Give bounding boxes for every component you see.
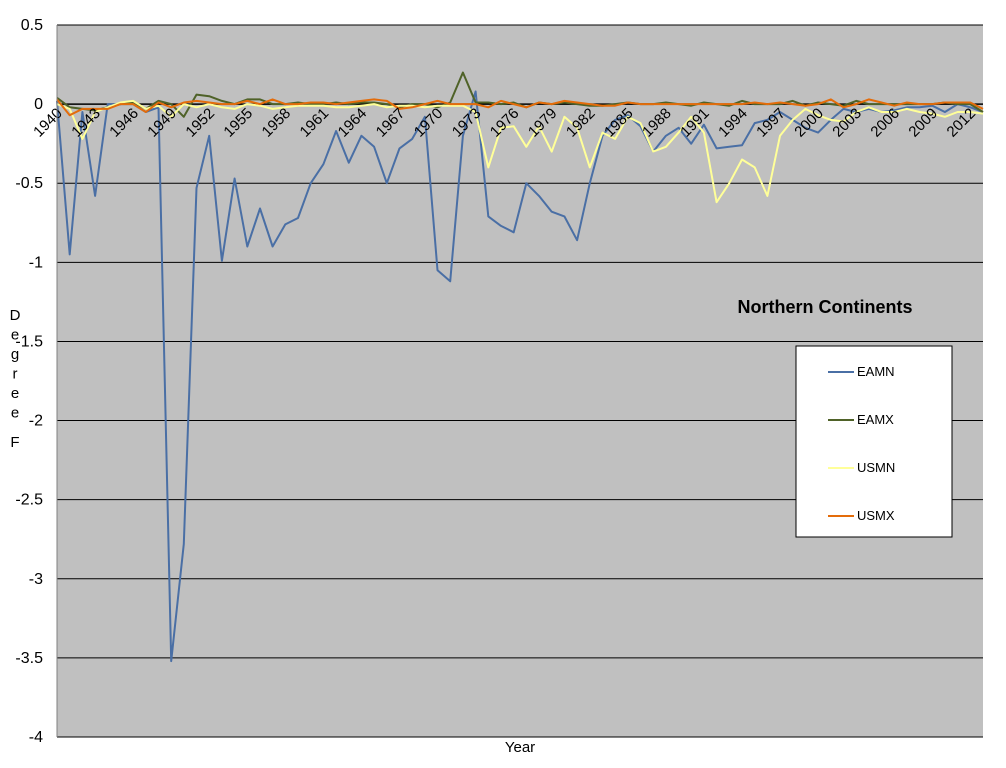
y-axis-label-char: r — [13, 366, 18, 383]
y-axis-label-char: F — [10, 434, 19, 451]
y-tick-label: -1 — [29, 254, 43, 271]
series-line-usmn — [56, 99, 984, 204]
y-axis-label-char: e — [11, 385, 19, 402]
y-tick-label: 0 — [34, 96, 43, 113]
legend-label-eamx: EAMX — [857, 412, 894, 427]
y-tick-label: -1.5 — [15, 333, 43, 350]
series-lines — [56, 71, 984, 663]
y-tick-label: -3 — [29, 571, 43, 588]
y-tick-label: 0.5 — [21, 17, 43, 34]
legend: EAMN EAMX USMN USMX — [795, 345, 953, 538]
y-tick-label: -2.5 — [15, 492, 43, 509]
legend-label-usmn: USMN — [857, 460, 895, 475]
x-axis-label: Year — [505, 739, 535, 756]
series-line-usmx — [56, 98, 984, 117]
y-tick-label: -4 — [29, 729, 43, 746]
chart-title: Northern Continents — [738, 297, 913, 317]
y-axis-label-char: D — [10, 307, 21, 324]
legend-box — [795, 345, 953, 538]
y-tick-label: -2 — [29, 413, 43, 430]
series-line-eamn — [56, 90, 984, 663]
y-axis-tick-labels: 0.5 0 -0.5 -1 -1.5 -2 -2.5 -3 -3.5 -4 — [15, 17, 43, 746]
legend-label-usmx: USMX — [857, 508, 895, 523]
legend-label-eamn: EAMN — [857, 364, 895, 379]
y-tick-label: -3.5 — [15, 650, 43, 667]
y-axis-label-char: g — [11, 346, 19, 363]
y-axis-label-char: e — [11, 405, 19, 422]
y-axis-label-char: e — [11, 327, 19, 344]
y-tick-label: -0.5 — [15, 175, 43, 192]
